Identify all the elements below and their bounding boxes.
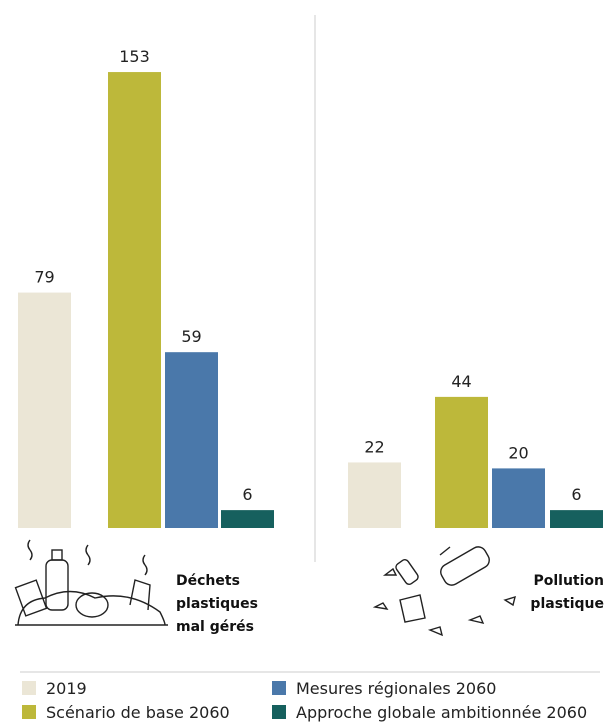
- data-label: 79: [34, 268, 54, 287]
- bar: [165, 352, 218, 528]
- bar: [18, 293, 71, 528]
- bar: [348, 462, 401, 528]
- legend-label: Scénario de base 2060: [46, 703, 230, 722]
- data-label: 59: [181, 327, 201, 346]
- bar: [550, 510, 603, 528]
- chart: 79 22 153 44 59 20 6 6 2019 Scénario de base 2060…: [0, 0, 606, 725]
- data-label: 22: [364, 437, 384, 456]
- legend-swatch: [272, 705, 286, 719]
- legend-label: 2019: [46, 679, 87, 698]
- pollution-icon: [375, 544, 515, 635]
- category-label: Déchets plastiques mal gérés: [176, 570, 286, 639]
- bar: [435, 397, 488, 528]
- legend-swatch: [22, 705, 36, 719]
- bar: [492, 468, 545, 528]
- legend-swatch: [22, 681, 36, 695]
- waste-icon: [15, 540, 168, 625]
- bar: [108, 72, 161, 528]
- legend-label: Approche globale ambitionnée 2060: [296, 703, 587, 722]
- data-label: 153: [119, 47, 150, 66]
- category-label: Pollution plastique: [520, 570, 604, 616]
- data-label: 6: [571, 485, 581, 504]
- legend-label: Mesures régionales 2060: [296, 679, 496, 698]
- data-label: 44: [451, 372, 471, 391]
- legend-swatch: [272, 681, 286, 695]
- data-label: 6: [242, 485, 252, 504]
- chart-page: 79 22 153 44 59 20 6 6 2019 Scénario de base 2060…: [0, 0, 606, 725]
- bar: [221, 510, 274, 528]
- data-label: 20: [508, 443, 528, 462]
